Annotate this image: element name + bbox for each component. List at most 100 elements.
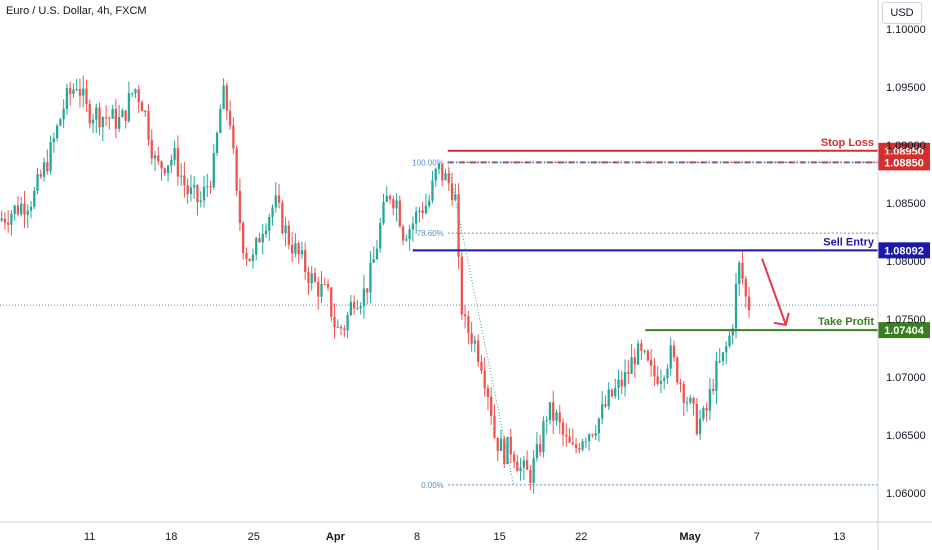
price-tag-label: 1.08850 [884,157,924,169]
candle-body [225,85,228,111]
x-tick-label: 8 [414,531,420,543]
candle-body [137,89,140,103]
candle-body [692,397,695,404]
candle-body [91,119,95,124]
candle-body [460,256,463,315]
candle-body [95,107,98,120]
candle-body [300,250,304,255]
candle-body [55,125,59,139]
candle-body [294,243,297,254]
candle-body [738,262,741,284]
candle-body [39,174,42,177]
candle-body [702,408,705,419]
candle-body [718,361,721,363]
fib-level-label: 0.00% [421,481,444,490]
candle-body [121,110,124,117]
candle-body [36,174,39,191]
x-tick-label: 13 [833,531,845,543]
candle-body [552,402,555,421]
candle-body [607,389,610,407]
currency-button[interactable]: USD [882,2,922,24]
candle-body [346,315,349,331]
candle-body [26,210,29,215]
trade-level-name: Sell Entry [823,236,875,248]
candle-body [620,379,623,387]
candle-body [173,147,176,160]
y-tick-label: 1.06000 [886,488,926,500]
candle-body [42,162,46,177]
candle-body [725,346,728,353]
x-tick-label: 25 [248,531,260,543]
candle-body [447,173,450,184]
candle-body [473,340,477,344]
candle-body [219,108,222,134]
candle-body [356,308,359,310]
candle-body [385,195,388,203]
y-tick-label: 1.07000 [886,372,926,384]
candle-body [10,214,13,225]
candle-body [277,195,281,203]
candle-body [7,222,10,225]
candle-body [297,243,300,255]
candle-body [571,442,574,445]
candle-body [124,110,127,121]
candle-body [352,301,356,309]
candle-body [85,88,88,104]
candle-body [698,418,702,435]
candle-body [284,225,287,234]
candle-body [242,223,245,254]
candle-body [307,272,310,284]
candle-body [336,326,339,328]
candle-body [326,283,330,288]
candle-body [176,147,180,177]
candle-body [653,365,656,377]
candle-body [317,281,320,297]
candle-body [52,138,55,143]
candle-body [369,262,372,293]
candle-body [415,211,418,224]
candle-body [222,85,225,109]
candle-body [382,202,385,224]
candle-body [421,210,424,214]
candle-body [251,254,255,261]
fib-level-label: 100.00% [412,158,444,167]
candle-body [734,283,738,329]
candle-body [114,108,118,129]
candle-body [493,416,496,438]
candle-body [264,230,268,234]
candle-body [640,343,643,351]
candle-body [695,403,698,435]
candle-body [470,333,473,344]
candle-body [539,444,542,453]
candle-body [323,283,326,285]
candle-body [65,88,69,109]
candle-body [398,200,401,227]
candle-body [574,444,578,449]
candle-body [69,88,72,95]
candle-body [228,110,232,126]
candle-body [721,352,725,362]
candle-body [372,259,375,263]
candle-body [98,107,101,128]
candle-body [454,194,457,200]
candle-body [689,397,692,403]
candle-body [46,162,49,172]
candle-body [411,223,415,230]
candle-body [519,467,522,472]
y-tick-label: 1.10000 [886,24,926,36]
y-tick-label: 1.08500 [886,198,926,210]
candle-body [408,229,411,240]
candle-body [708,388,712,411]
candle-body [499,438,503,451]
candle-body [529,469,532,483]
candle-body [166,165,170,174]
price-tag-label: 1.08092 [884,245,924,257]
candle-body [330,287,333,317]
candle-body [643,350,646,352]
price-tag-box [878,322,930,339]
candle-body [535,444,539,459]
candle-body [189,187,193,195]
candle-body [362,288,366,307]
